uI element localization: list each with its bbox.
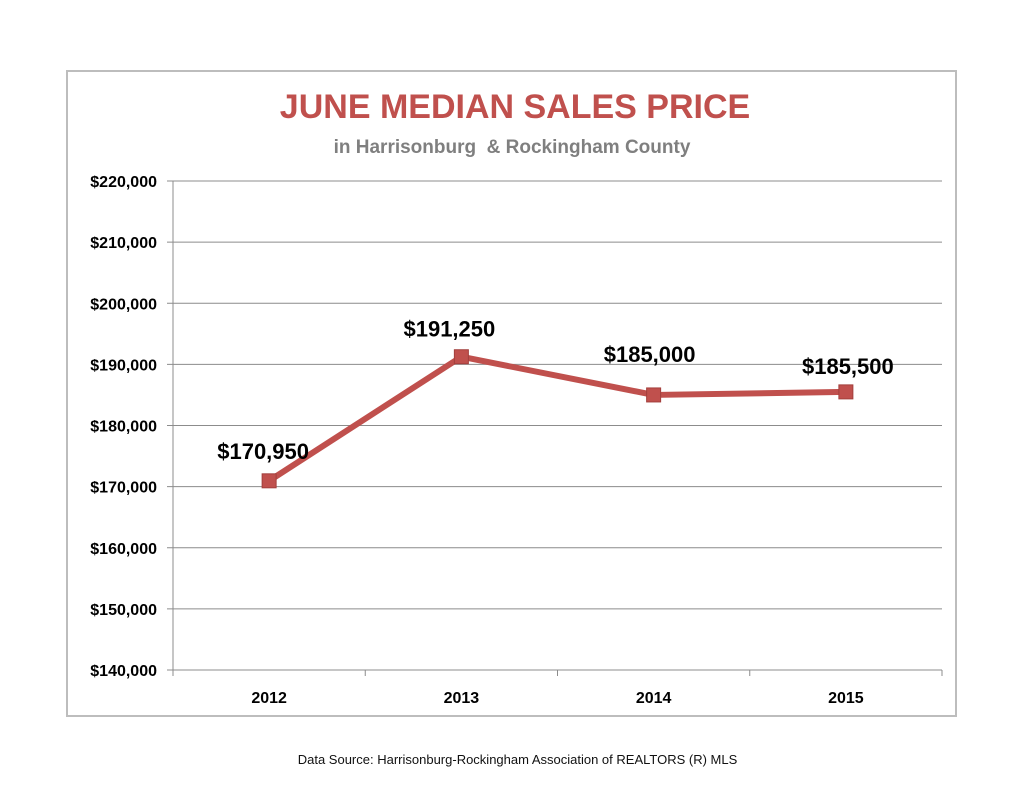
y-tick-label: $180,000 [90,419,157,436]
y-tick-label: $170,000 [90,480,157,497]
y-tick-label: $220,000 [90,174,157,191]
y-tick-label: $210,000 [90,235,157,252]
series-line [267,353,846,484]
chart-subtitle: in Harrisonburg & Rockingham County [334,137,691,158]
y-tick-label: $150,000 [90,602,157,619]
chart-title: JUNE MEDIAN SALES PRICE [280,88,750,126]
x-tick-label: 2015 [828,690,864,707]
data-label: $191,250 [403,317,495,342]
data-label: $170,950 [217,439,309,464]
y-tick-label: $200,000 [90,296,157,313]
data-source-note: Data Source: Harrisonburg-Rockingham Ass… [297,752,738,767]
y-tick-label: $140,000 [90,663,157,680]
x-tick-label: 2013 [444,690,480,707]
data-label: $185,000 [604,342,696,367]
data-point-marker [838,384,854,400]
data-label: $185,500 [802,354,894,379]
data-point-marker [646,387,662,403]
x-tick-label: 2012 [251,690,287,707]
data-point-marker [453,349,469,365]
x-tick-label: 2014 [636,690,672,707]
y-tick-label: $160,000 [90,541,157,558]
data-point-marker [261,473,277,489]
y-tick-label: $190,000 [90,357,157,374]
